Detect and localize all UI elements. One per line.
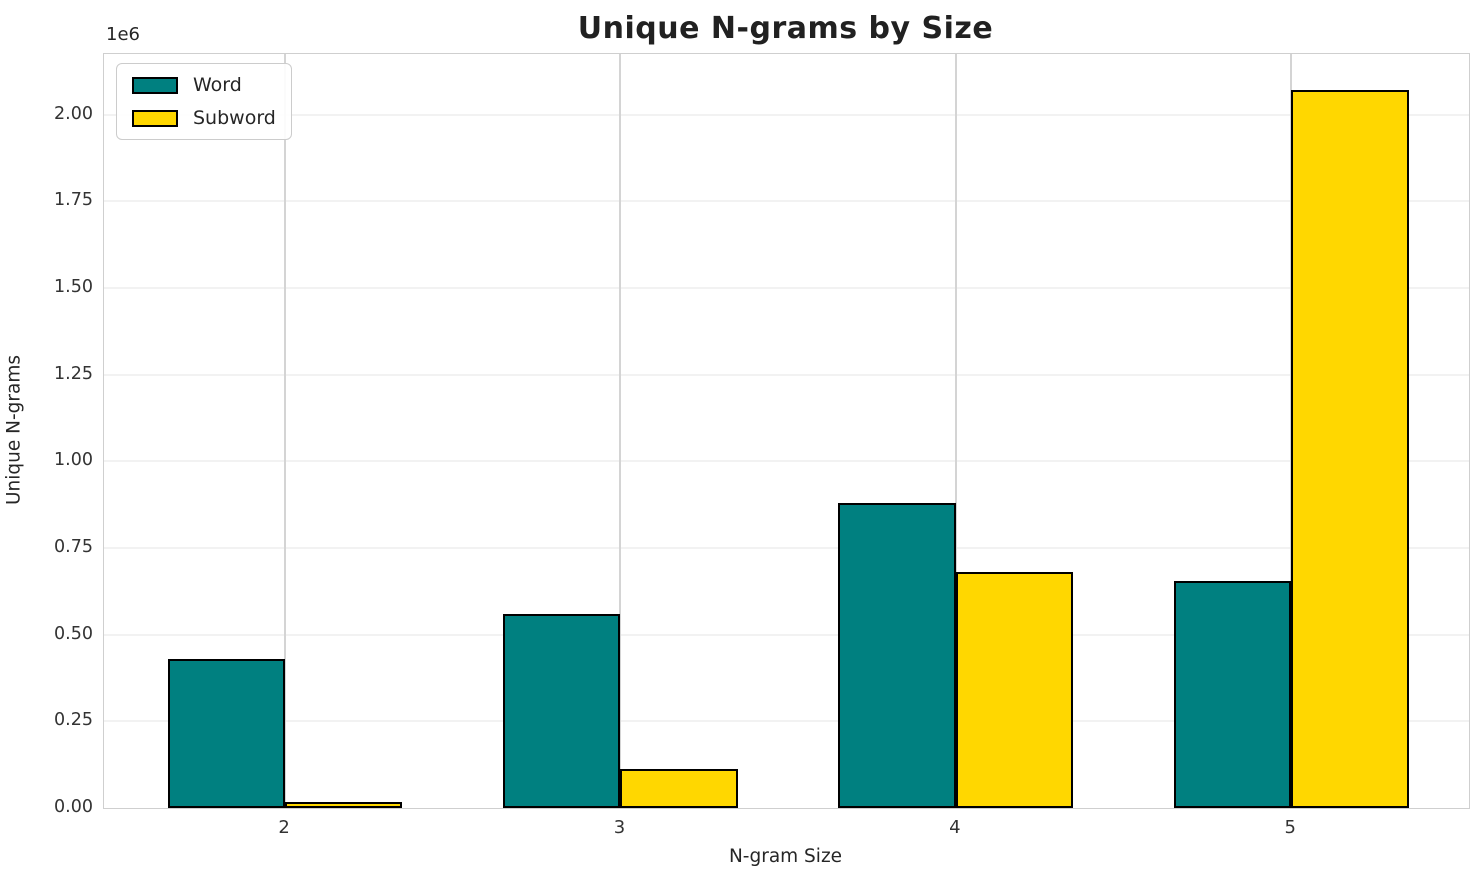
y-axis-offset-text: 1e6	[106, 24, 140, 45]
y-tick-label: 1.50	[54, 277, 93, 297]
bar-word-3	[503, 613, 621, 808]
horizontal-gridline	[104, 287, 1469, 289]
y-tick-label: 1.00	[54, 450, 93, 471]
horizontal-gridline	[104, 113, 1469, 116]
vertical-gridline	[619, 54, 622, 808]
x-tick-label: 4	[949, 817, 961, 838]
y-tick-label: 1.75	[54, 190, 93, 211]
bar-subword-5	[1291, 90, 1409, 808]
bar-word-5	[1173, 580, 1292, 808]
legend-swatch-subword	[132, 109, 178, 127]
y-tick-label: 0.00	[54, 797, 93, 817]
chart-title: Unique N-grams by Size	[577, 11, 994, 46]
vertical-gridline	[284, 54, 287, 808]
vertical-gridline	[954, 54, 957, 808]
x-tick-label: 2	[278, 817, 290, 838]
y-tick-label: 1.25	[54, 363, 93, 384]
horizontal-gridline	[104, 633, 1469, 636]
bar-subword-2	[285, 801, 403, 808]
bar-subword-3	[620, 768, 738, 808]
x-axis-label: N-gram Size	[728, 846, 843, 867]
y-tick-label: 2.00	[54, 103, 93, 124]
plot-area: Word Subword	[103, 53, 1470, 809]
legend-item-word: Word	[132, 73, 276, 97]
x-tick-label: 5	[1284, 817, 1296, 838]
x-tick-label: 3	[613, 817, 626, 838]
bar-word-2	[167, 658, 286, 808]
bar-word-4	[838, 502, 956, 808]
horizontal-gridline	[104, 460, 1469, 463]
horizontal-gridline	[104, 373, 1469, 376]
legend-label: Word	[193, 74, 242, 96]
horizontal-gridline	[104, 547, 1469, 549]
legend: Word Subword	[116, 63, 292, 140]
bar-subword-4	[955, 571, 1074, 808]
legend-swatch-word	[132, 76, 178, 94]
y-tick-label: 0.75	[54, 537, 93, 557]
y-tick-label: 0.25	[54, 710, 93, 731]
legend-item-subword: Subword	[132, 106, 276, 130]
legend-label: Subword	[193, 107, 276, 129]
horizontal-gridline	[104, 720, 1469, 723]
horizontal-gridline	[104, 200, 1469, 203]
y-tick-label: 0.50	[54, 623, 93, 644]
